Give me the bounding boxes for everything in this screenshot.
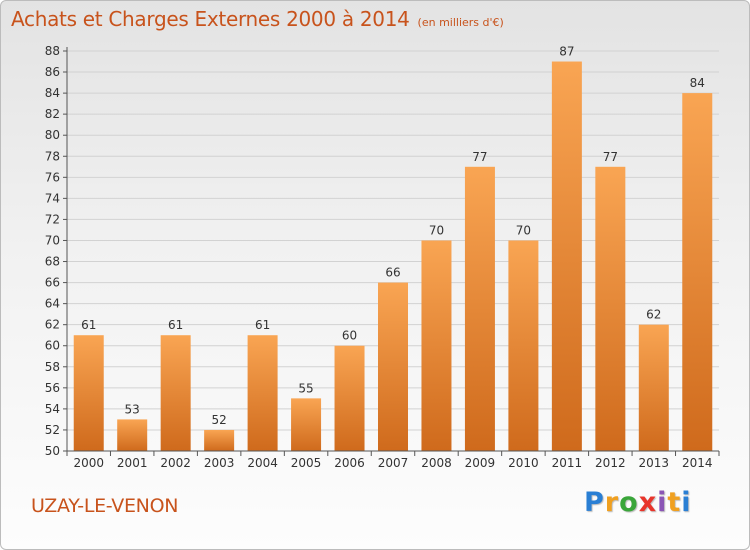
logo-letter: r [604, 487, 620, 518]
bar-value-label: 60 [342, 329, 357, 343]
bar-value-label: 62 [646, 308, 661, 322]
bar [204, 429, 235, 451]
proxiti-logo: Proxiti [584, 487, 692, 518]
y-tick-label: 56 [45, 381, 60, 395]
x-tick-label: 2011 [552, 456, 583, 470]
bar-value-label: 61 [81, 318, 96, 332]
bar [682, 93, 713, 452]
x-tick-label: 2012 [595, 456, 626, 470]
logo-letter: i [657, 487, 668, 518]
y-tick-label: 64 [45, 297, 60, 311]
bar [421, 240, 452, 451]
y-tick-label: 88 [45, 44, 60, 58]
bar [551, 61, 582, 452]
bar-value-label: 70 [429, 223, 444, 237]
bar-value-label: 87 [559, 45, 574, 59]
bar [117, 419, 148, 451]
chart-unit: (en milliers d'€) [417, 16, 504, 29]
logo-letter: t [667, 487, 682, 518]
place-name: UZAY-LE-VENON [31, 495, 179, 517]
y-tick-label: 52 [45, 423, 60, 437]
y-tick-label: 70 [45, 233, 60, 247]
y-tick-label: 72 [45, 212, 60, 226]
y-tick-label: 66 [45, 276, 60, 290]
logo-letter: P [584, 487, 605, 518]
x-tick-label: 2000 [73, 456, 104, 470]
y-tick-label: 80 [45, 128, 60, 142]
y-tick-label: 54 [45, 402, 60, 416]
bar-value-label: 66 [385, 266, 400, 280]
bar-value-label: 61 [168, 318, 183, 332]
bar-value-label: 70 [516, 223, 531, 237]
bar [291, 398, 322, 451]
bar-value-label: 84 [690, 76, 705, 90]
chart-title-text: Achats et Charges Externes 2000 à 2014 [11, 7, 410, 31]
x-tick-label: 2001 [117, 456, 148, 470]
x-tick-label: 2006 [334, 456, 365, 470]
x-tick-label: 2002 [160, 456, 191, 470]
y-tick-label: 74 [45, 191, 60, 205]
y-tick-label: 62 [45, 318, 60, 332]
bar [247, 335, 278, 451]
bar-value-label: 61 [255, 318, 270, 332]
y-tick-label: 78 [45, 149, 60, 163]
x-tick-label: 2014 [682, 456, 713, 470]
x-tick-label: 2007 [378, 456, 409, 470]
x-tick-label: 2004 [247, 456, 278, 470]
bar [73, 335, 104, 451]
chart-title: Achats et Charges Externes 2000 à 2014 (e… [11, 7, 504, 31]
bar [160, 335, 191, 451]
x-tick-label: 2010 [508, 456, 539, 470]
bar-value-label: 77 [472, 150, 487, 164]
x-tick-label: 2008 [421, 456, 452, 470]
logo-letter: o [619, 487, 639, 518]
x-tick-label: 2005 [291, 456, 322, 470]
bar [508, 240, 539, 451]
axis-layer: 50 52 54 56 58 60 62 64 66 68 70 72 74 76 78 80 82 84 86 88… [45, 44, 720, 470]
y-tick-label: 76 [45, 170, 60, 184]
bar [464, 166, 495, 451]
x-tick-label: 2003 [204, 456, 235, 470]
y-tick-label: 82 [45, 107, 60, 121]
y-tick-label: 68 [45, 255, 60, 269]
logo-letter: x [638, 487, 658, 518]
bar-value-label: 55 [298, 381, 313, 395]
bar-value-label: 77 [603, 150, 618, 164]
y-tick-label: 84 [45, 86, 60, 100]
y-tick-label: 58 [45, 360, 60, 374]
bar [638, 324, 669, 451]
x-tick-label: 2009 [465, 456, 496, 470]
x-tick-label: 2013 [639, 456, 670, 470]
bar [378, 282, 408, 451]
bar-value-label: 53 [125, 402, 140, 416]
logo-letter: i [681, 487, 692, 518]
bar [334, 345, 365, 451]
y-tick-label: 60 [45, 339, 60, 353]
bar-value-label: 52 [211, 413, 226, 427]
bar [595, 166, 626, 451]
y-tick-label: 50 [45, 444, 60, 458]
bar-layer: 61 53 61 52 61 55 60 66 70 77 70 87 77 62 84 [73, 45, 713, 452]
y-tick-label: 86 [45, 65, 60, 79]
